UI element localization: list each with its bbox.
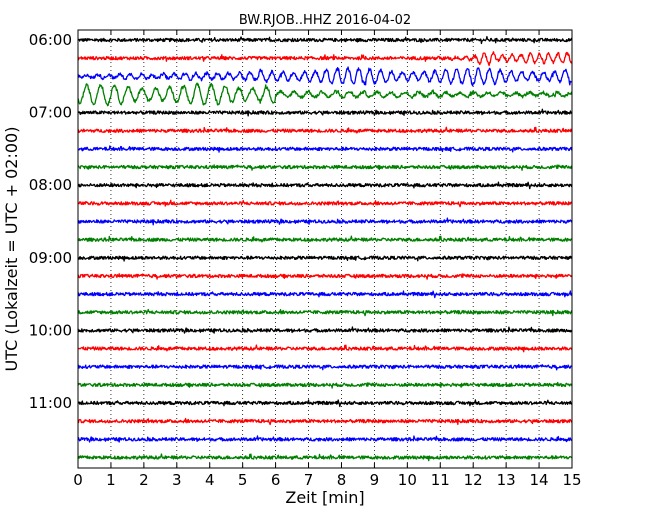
trace-line (77, 453, 573, 462)
y-tick-label: 08:00 (29, 176, 72, 194)
trace-line (77, 164, 573, 171)
x-tick-label: 12 (464, 471, 483, 489)
trace-line (77, 290, 573, 299)
trace-line (77, 126, 573, 134)
trace-line (77, 181, 573, 190)
trace-line (77, 399, 573, 408)
x-tick-label: 7 (304, 471, 314, 489)
x-tick-label: 11 (431, 471, 450, 489)
x-tick-label: 4 (205, 471, 215, 489)
trace-line (77, 344, 573, 353)
chart-title: BW.RJOB..HHZ 2016-04-02 (239, 13, 411, 28)
x-tick-label: 0 (73, 471, 83, 489)
trace-line (77, 273, 573, 280)
trace-line (77, 51, 573, 67)
y-tick-label: 09:00 (29, 249, 72, 267)
x-tick-label: 9 (370, 471, 380, 489)
x-tick-label: 5 (238, 471, 248, 489)
y-tick-label: 07:00 (29, 104, 72, 122)
trace-line (77, 145, 573, 153)
trace-line (77, 66, 573, 87)
trace-line (77, 35, 573, 45)
trace-line (77, 255, 573, 262)
trace-line (77, 235, 573, 243)
trace-line (77, 199, 573, 208)
trace-line (77, 108, 573, 117)
trace-line (77, 326, 573, 334)
trace-line (77, 363, 573, 371)
x-tick-label: 15 (562, 471, 581, 489)
trace-line (77, 381, 573, 389)
x-tick-label: 2 (139, 471, 149, 489)
x-tick-label: 13 (497, 471, 516, 489)
y-tick-label: 06:00 (29, 31, 72, 49)
seismogram-traces (77, 35, 573, 462)
x-tick-label: 8 (337, 471, 347, 489)
plot-frame (77, 29, 573, 469)
y-tick-label: 10:00 (29, 321, 72, 339)
y-tick-label: 11:00 (29, 394, 72, 412)
trace-line (77, 217, 573, 226)
x-tick-label: 10 (398, 471, 417, 489)
axis-ticks: 0 1 2 3 4 5 6 7 8 9 10 11 12 13 14 1506:0007:0008:0009:… (29, 30, 582, 489)
trace-line (77, 435, 573, 443)
trace-line (77, 417, 573, 426)
y-axis-label: UTC (Lokalzeit = UTC + 02:00) (2, 127, 21, 372)
x-tick-label: 14 (530, 471, 549, 489)
x-axis-label: Zeit [min] (285, 488, 364, 507)
trace-line (77, 308, 573, 317)
x-tick-label: 3 (172, 471, 182, 489)
x-tick-label: 6 (271, 471, 281, 489)
trace-line (77, 82, 573, 107)
x-tick-label: 1 (106, 471, 116, 489)
